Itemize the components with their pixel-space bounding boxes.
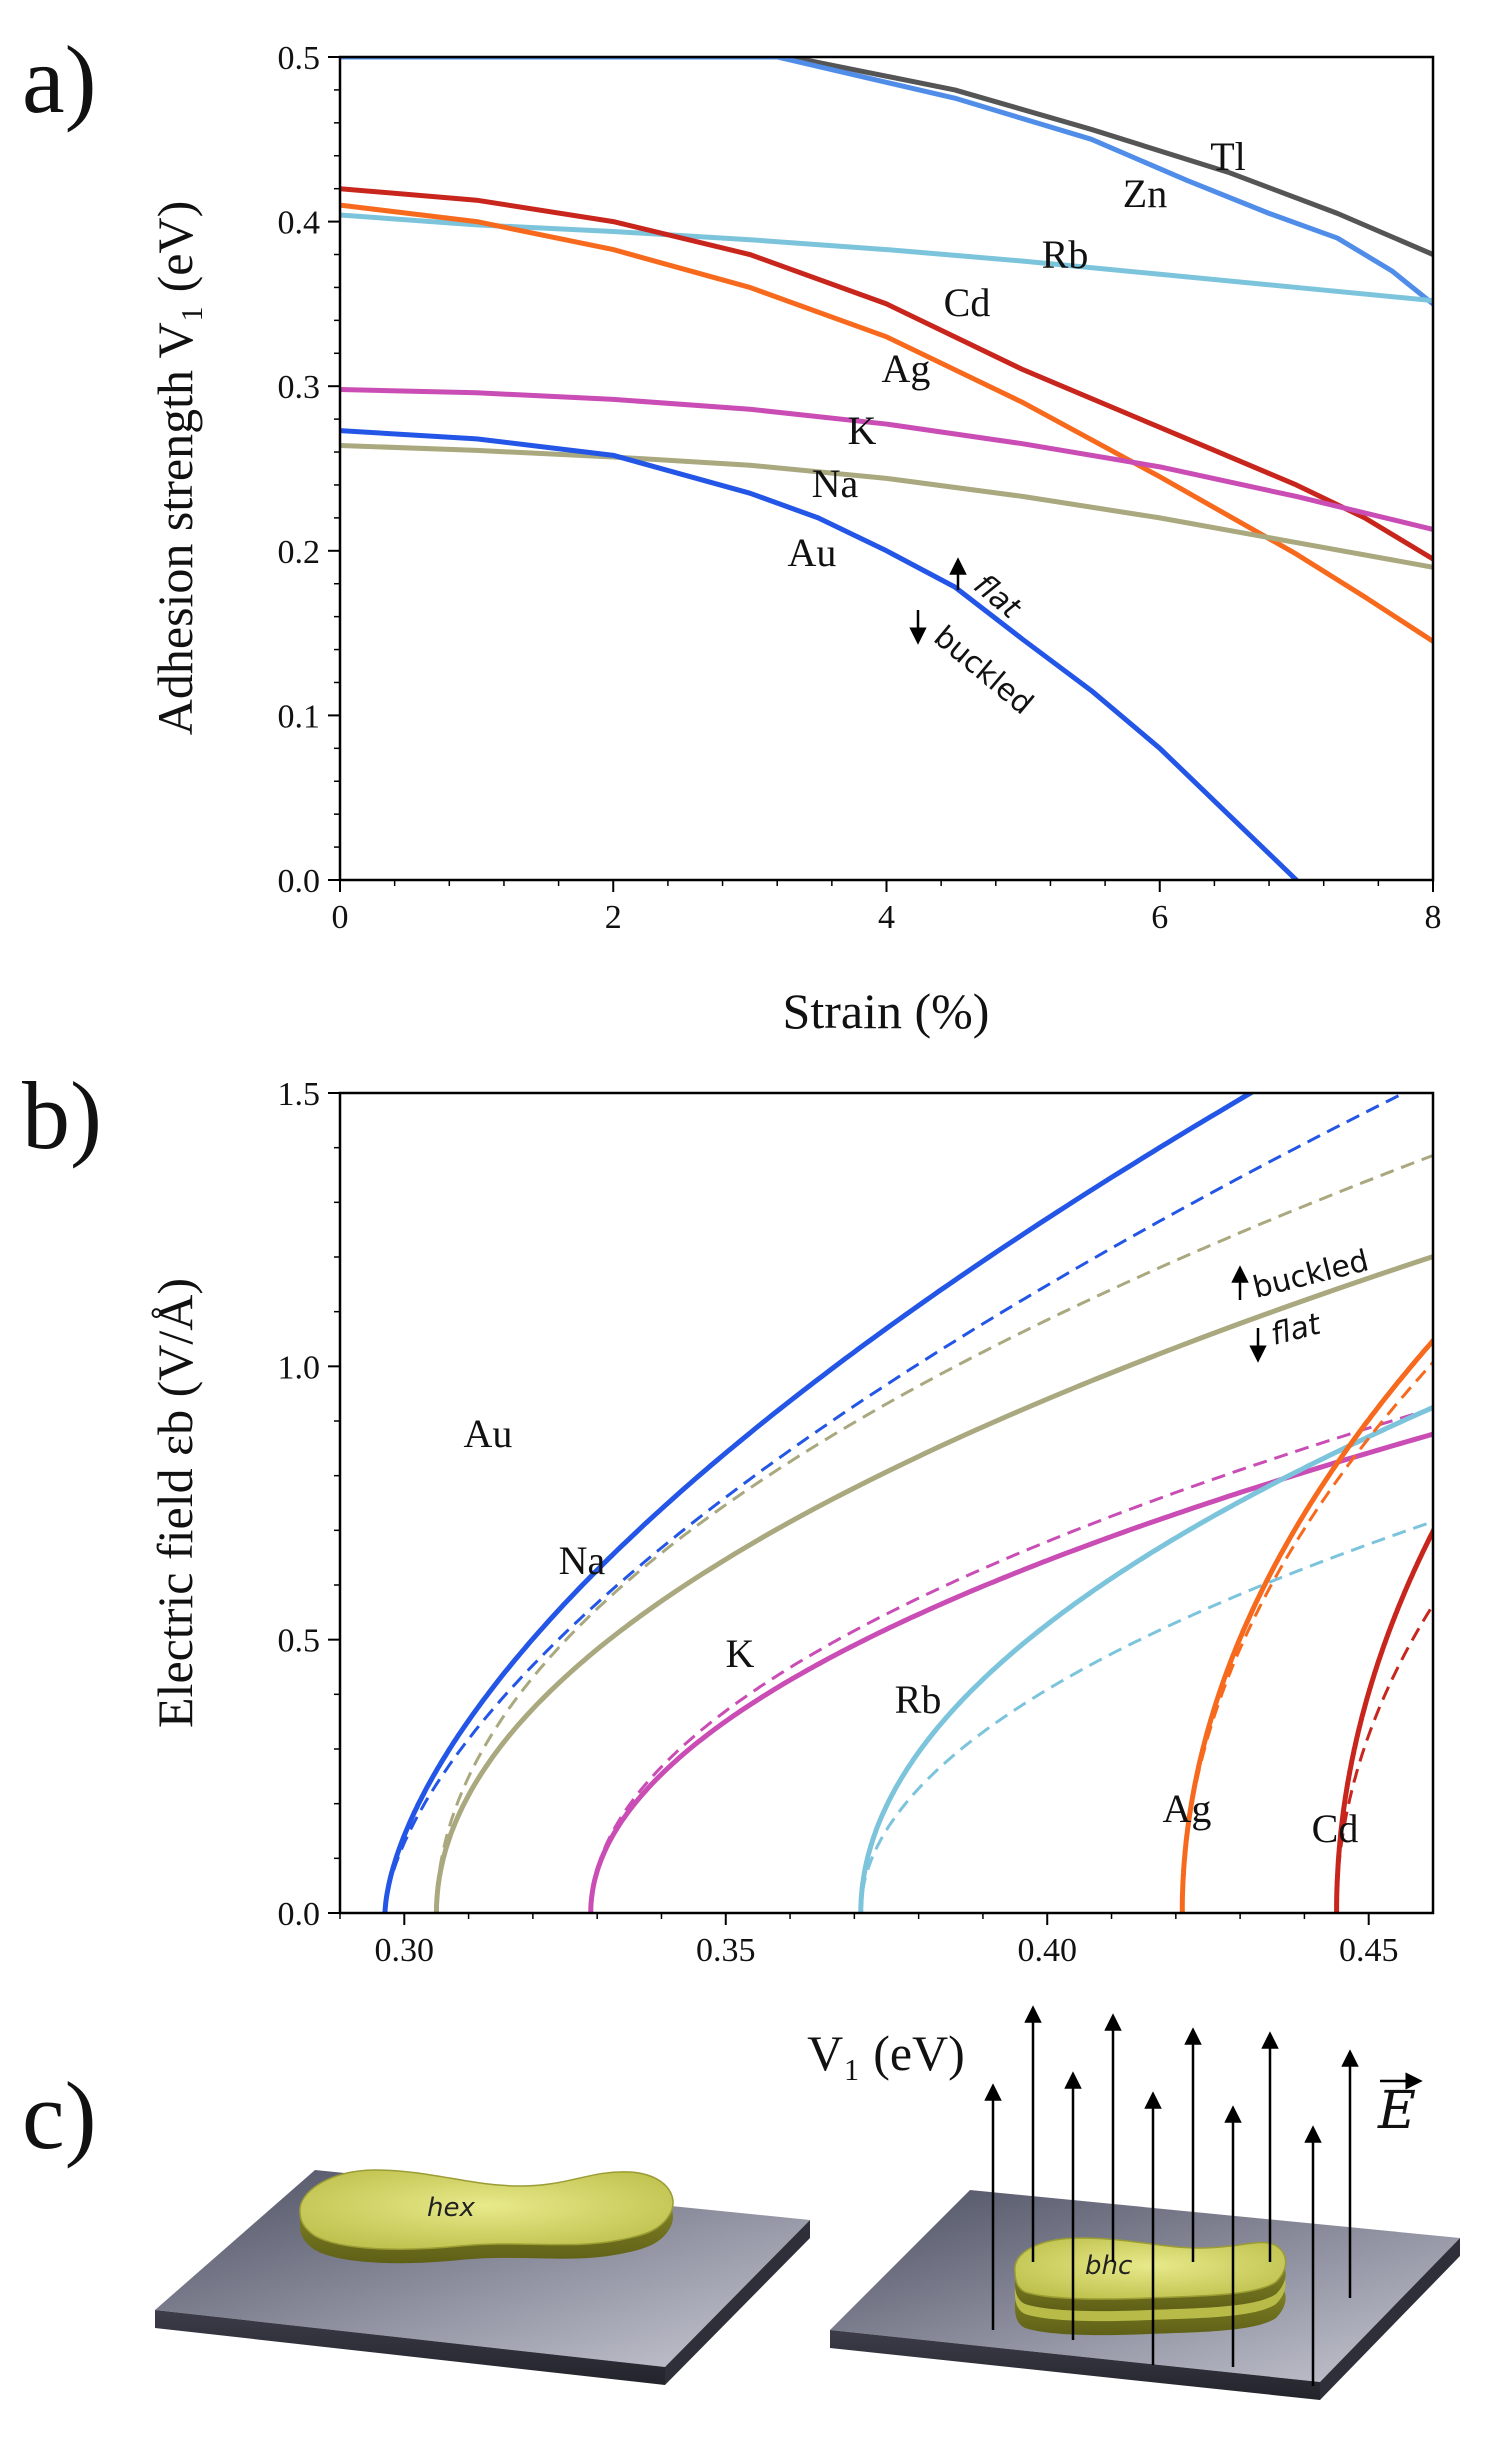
y-tick-label: 0.5 [278, 40, 321, 77]
series-ag-dashed-line [1180, 1360, 1433, 1913]
series-au-solid-line [382, 1093, 1256, 1913]
chart-b-series-labels: Au Na K Rb Ag Cd [464, 1411, 1359, 1851]
series-au-dashed-line [383, 1093, 1408, 1913]
series-ag-label: Ag [1163, 1786, 1212, 1831]
illustration-c: hex bhc E [155, 2005, 1460, 2400]
series-rb-line [340, 212, 1433, 304]
chart-b-ylabel: Electric field εb (V/Å) [147, 1278, 203, 1728]
series-k-dashed-line [589, 1406, 1433, 1913]
series-rb-label: Rb [1042, 232, 1089, 277]
x-tick-label: 0.40 [1017, 1932, 1077, 1969]
series-au-label: Au [464, 1411, 513, 1456]
x-tick-label: 6 [1151, 899, 1168, 936]
y-tick-label: 1.5 [278, 1076, 321, 1113]
chart-a-frame [338, 55, 1435, 882]
y-tick-label: 0.4 [278, 205, 321, 242]
series-cd-solid-line [1334, 1525, 1433, 1913]
hex-flake: hex [299, 2169, 674, 2264]
chart-b: 0.30 0.35 0.40 0.45 0.0 0.5 1.0 1.5 Au Na K Rb Ag Cd… [147, 1076, 1435, 2081]
x-tick-label: 2 [605, 899, 622, 936]
series-rb-solid-line [858, 1404, 1433, 1913]
series-tl-line [340, 57, 1433, 258]
field-symbol: E [1377, 2081, 1416, 2141]
series-na-line [340, 442, 1433, 570]
y-tick-label: 0.5 [278, 1623, 321, 1660]
series-k-label: K [848, 408, 877, 453]
series-k-solid-line [588, 1431, 1433, 1913]
series-k-label: K [726, 1631, 755, 1676]
series-cd-line [340, 186, 1433, 562]
series-k-line [340, 386, 1433, 532]
series-cd-label: Cd [944, 280, 991, 325]
x-tick-label: 0 [332, 899, 349, 936]
series-rb-label: Rb [895, 1677, 942, 1722]
series-zn-label: Zn [1123, 171, 1167, 216]
series-ag-line [340, 202, 1433, 644]
chart-a-series [340, 57, 1433, 880]
chart-a-series-labels: Tl Zn Rb Cd AgK Na Au [788, 134, 1246, 575]
y-tick-label: 0.0 [278, 1896, 321, 1933]
series-rb-dashed-line [859, 1519, 1433, 1913]
chart-b-xlabel: V₁ (eV) [807, 2025, 965, 2081]
series-na-dashed-line [434, 1153, 1433, 1913]
chart-a-ylabel: Adhesion strength V₁ (eV) [147, 201, 203, 735]
series-na-solid-line [433, 1253, 1433, 1913]
chart-a-annotation-down: buckled [927, 619, 1040, 722]
x-tick-label: 0.30 [375, 1932, 435, 1969]
series-au-label: Au [788, 530, 837, 575]
y-tick-label: 0.2 [278, 534, 321, 571]
y-tick-label: 0.1 [278, 698, 321, 735]
chart-b-frame [338, 1091, 1435, 1915]
series-tl-label: Tl [1210, 134, 1246, 179]
field-arrows [984, 2005, 1359, 2386]
series-ag-label: Ag [882, 346, 931, 391]
field-label: E [1377, 2072, 1423, 2141]
chart-a-ticks: 0 2 4 6 8 0.0 0.1 0.2 0.3 0.4 0.5 [278, 40, 1442, 936]
y-tick-label: 0.0 [278, 863, 321, 900]
series-na-label: Na [559, 1538, 606, 1583]
chart-b-series [382, 1093, 1433, 1913]
panel-c-label: c) [22, 2062, 97, 2169]
x-tick-label: 0.45 [1339, 1932, 1399, 1969]
series-cd-label: Cd [1312, 1806, 1359, 1851]
y-tick-label: 0.3 [278, 369, 321, 406]
chart-a-flat-buckled-annotation: flat buckled [909, 557, 1040, 722]
panel-b-label: b) [22, 1062, 102, 1169]
chart-b-annotation-down: flat [1267, 1307, 1325, 1353]
series-cd-dashed-line [1335, 1602, 1433, 1913]
panel-a-label: a) [22, 26, 97, 133]
bhc-flake: bhc [1014, 2237, 1287, 2336]
chart-a-annotation-up: flat [967, 567, 1028, 626]
series-zn-line [340, 57, 1433, 307]
x-tick-label: 4 [878, 899, 895, 936]
chart-a: 0 2 4 6 80.00.10.20.30.40.5 TlZnRbCdAgKNaAu … [147, 40, 1442, 1039]
series-na-label: Na [812, 461, 859, 506]
bhc-label: bhc [1085, 2251, 1132, 2281]
x-tick-label: 8 [1425, 899, 1442, 936]
chart-a-xlabel: Strain (%) [783, 983, 990, 1039]
y-tick-label: 1.0 [278, 1349, 321, 1386]
x-tick-label: 0.35 [696, 1932, 756, 1969]
hex-label: hex [427, 2193, 475, 2223]
series-au-line [340, 428, 1299, 880]
